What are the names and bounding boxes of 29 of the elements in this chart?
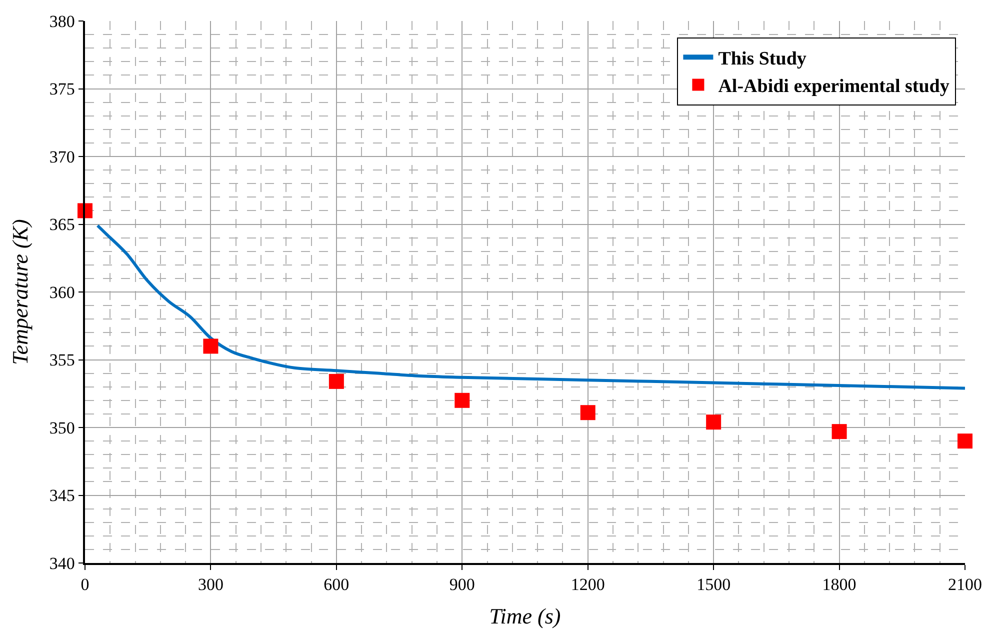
point [706, 414, 722, 430]
point [958, 434, 972, 449]
point [580, 405, 596, 420]
line-series [96, 224, 965, 390]
x-tick-label: 1200 [570, 575, 605, 594]
legend-label: Al-Abidi experimental study [718, 76, 950, 98]
y-tick-label: 355 [49, 350, 75, 370]
y-tick-label: 380 [49, 12, 75, 31]
y-tick-label: 365 [49, 215, 75, 234]
y-tick-label: 350 [49, 418, 75, 438]
point [203, 338, 218, 354]
y-tick-label: 370 [49, 147, 75, 166]
x-tick-label: 1800 [822, 575, 856, 594]
y-tick-label: 375 [49, 80, 75, 99]
x-tick-label: 900 [449, 575, 475, 594]
point [454, 392, 470, 408]
y-tick-label: 345 [49, 486, 75, 506]
y-axis-title: Temperature (K) [8, 219, 33, 365]
x-axis-title: Time (s) [489, 604, 561, 629]
legend-label: This Study [718, 48, 807, 70]
y-tick-label: 340 [49, 554, 75, 573]
x-tick-label: 600 [324, 575, 350, 594]
point [832, 424, 847, 440]
x-tick-label: 2100 [948, 575, 982, 594]
x-tick-label: 300 [198, 575, 224, 594]
x-tick-label: 0 [80, 575, 90, 594]
point [328, 374, 344, 389]
y-tick-label: 360 [49, 282, 75, 302]
x-tick-label: 1500 [696, 575, 731, 594]
